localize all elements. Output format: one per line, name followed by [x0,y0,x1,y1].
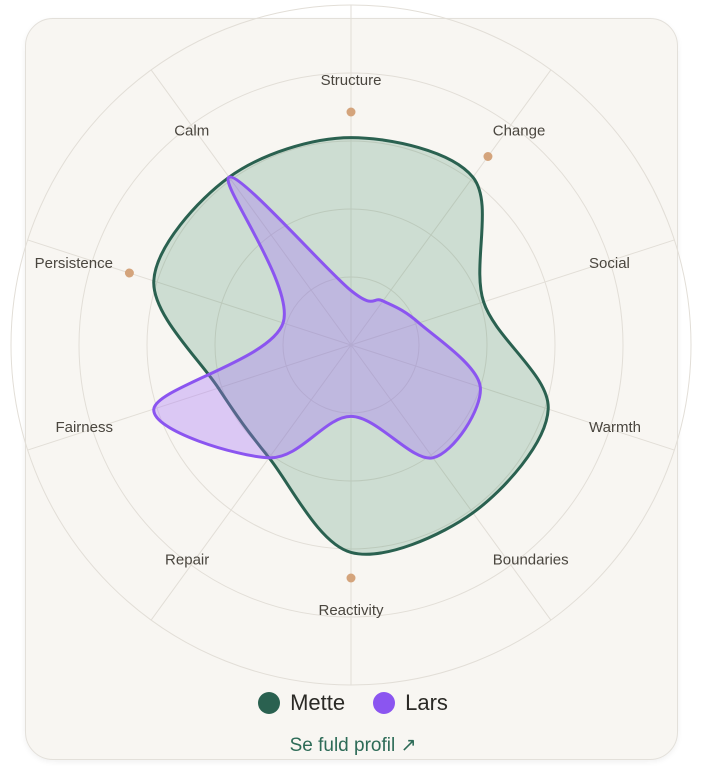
flag-dot-persistence [124,268,134,278]
spoke-fairness [27,344,352,451]
spoke-boundaries [350,344,552,621]
axis-label-boundaries: Boundaries [493,551,569,568]
series-area-mette [152,136,550,556]
axis-flags [124,107,493,583]
flag-dot-structure [346,107,356,117]
spoke-repair [150,344,352,621]
spoke-calm [150,69,352,346]
axis-label-change: Change [493,123,546,140]
axis-label-warmth: Warmth [589,419,641,436]
legend-swatch-mette [258,692,281,714]
radar-grid [10,4,692,686]
legend-item-lars[interactable]: Lars [373,690,448,716]
flag-dot-reactivity [346,573,356,583]
see-full-profile-label: Se fuld profil [289,735,396,756]
legend-label-lars: Lars [405,690,448,715]
series-area-lars [152,175,482,460]
arrow-up-right-icon: ↗ [400,735,417,756]
spoke-change [350,69,552,346]
see-full-profile-link[interactable]: Se fuld profil ↗ [0,734,706,757]
axis-label-calm: Calm [174,123,209,140]
spoke-persistence [27,239,352,346]
legend: Mette Lars [0,690,706,716]
spoke-warmth [350,344,675,451]
spoke-social [350,239,675,346]
legend-swatch-lars [373,692,396,714]
axis-label-social: Social [589,255,630,272]
axis-label-persistence: Persistence [35,255,113,272]
axis-label-reactivity: Reactivity [318,602,384,619]
legend-label-mette: Mette [290,690,346,715]
radar-series [152,136,550,556]
legend-item-mette[interactable]: Mette [258,690,345,716]
axis-label-fairness: Fairness [55,419,113,436]
axis-labels: Structure Change Social Warmth Boundaries Rea… [35,72,641,619]
axis-label-repair: Repair [165,551,209,568]
axis-label-structure: Structure [321,72,382,89]
flag-dot-change [483,151,493,161]
